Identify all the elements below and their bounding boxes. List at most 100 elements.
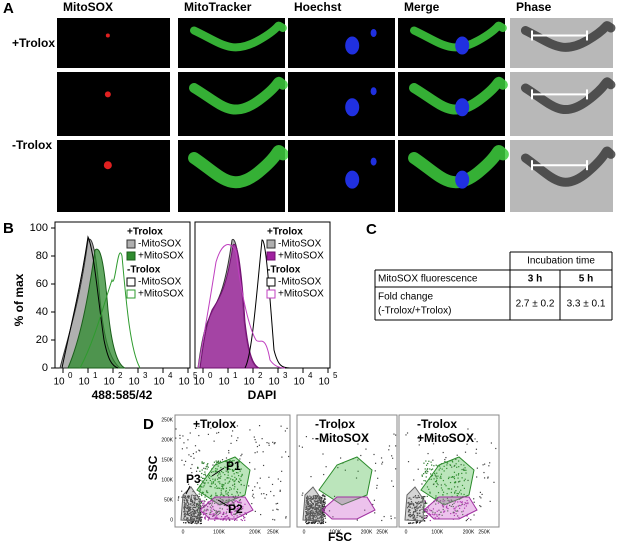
event-dot (436, 515, 438, 517)
event-dot (409, 516, 411, 518)
event-dot (200, 518, 202, 520)
event-dot (208, 477, 211, 479)
event-dot (194, 509, 196, 512)
event-dot (210, 483, 213, 485)
event-dot (214, 487, 216, 489)
table-row-label: (-Trolox/+Trolox) (378, 306, 451, 317)
event-dot (311, 514, 313, 517)
event-dot (194, 522, 196, 524)
event-dot (204, 483, 206, 485)
event-dot (315, 503, 317, 505)
event-dot (190, 512, 192, 514)
event-dot (312, 504, 315, 506)
event-dot (324, 502, 326, 505)
nucleus (345, 98, 360, 117)
event-dot (217, 513, 219, 516)
event-dot (192, 490, 194, 493)
event-dot (312, 507, 314, 509)
event-dot (381, 463, 383, 465)
event-dot (197, 521, 199, 523)
event-dot (307, 498, 309, 500)
event-dot (465, 505, 467, 507)
table-grid (374, 251, 613, 321)
event-dot (202, 500, 204, 502)
event-dot (421, 508, 423, 510)
event-dot (187, 522, 190, 524)
event-dot (235, 500, 237, 502)
event-dot (415, 522, 417, 524)
event-dot (465, 472, 467, 474)
event-dot (183, 513, 185, 515)
event-dot (458, 491, 461, 493)
event-dot (435, 503, 437, 505)
event-dot (211, 481, 213, 483)
event-dot (239, 504, 241, 506)
event-dot (408, 522, 410, 524)
event-dot (313, 512, 315, 515)
event-dot (235, 472, 238, 474)
event-dot (229, 508, 232, 510)
x-tick-exponent: 0 (68, 371, 73, 380)
event-dot (436, 472, 438, 474)
event-dot (233, 483, 236, 486)
event-dot (416, 503, 418, 505)
event-dot (326, 440, 328, 442)
event-dot (395, 468, 397, 470)
event-dot (198, 500, 200, 502)
event-dot (190, 513, 192, 515)
event-dot (455, 510, 457, 512)
event-dot (230, 503, 232, 505)
event-dot (430, 510, 432, 512)
event-dot (204, 517, 206, 519)
event-dot (255, 441, 257, 443)
event-dot (344, 469, 346, 471)
event-dot (418, 496, 421, 499)
event-dot (306, 497, 308, 499)
event-dot (424, 500, 426, 502)
event-dot (224, 479, 226, 481)
event-dot (479, 491, 482, 493)
event-dot (244, 503, 246, 505)
event-dot (220, 518, 222, 521)
event-dot (450, 499, 452, 501)
event-dot (315, 512, 317, 515)
event-dot (210, 509, 212, 511)
event-dot (214, 514, 216, 516)
event-dot (220, 475, 222, 477)
gate (302, 486, 323, 522)
event-dot (224, 504, 226, 506)
event-dot (222, 485, 224, 487)
legend-entry: -MitoSOX (278, 239, 322, 250)
event-dot (357, 470, 359, 472)
event-dot (423, 462, 425, 464)
event-dot (433, 478, 435, 480)
event-dot (322, 506, 325, 508)
event-dot (227, 505, 230, 507)
plot-title: -MitoSOX (315, 431, 369, 445)
event-dot (415, 497, 417, 499)
event-dot (318, 500, 320, 502)
event-dot (224, 501, 226, 503)
event-dot (460, 493, 462, 495)
event-dot (436, 477, 438, 479)
event-dot (466, 500, 468, 502)
event-dot (437, 475, 439, 477)
event-dot (313, 512, 315, 514)
gate (404, 486, 425, 522)
event-dot (216, 515, 218, 517)
event-dot (388, 445, 391, 447)
event-dot (201, 472, 203, 475)
event-dot (219, 473, 221, 475)
event-dot (188, 510, 190, 512)
event-dot (197, 509, 199, 511)
event-dot (322, 500, 325, 502)
event-dot (190, 516, 192, 518)
event-dot (322, 453, 324, 455)
event-dot (435, 495, 437, 497)
event-dot (187, 502, 189, 505)
legend-group: -Trolox (127, 265, 161, 276)
legend-swatch (266, 277, 276, 287)
x-tick-label: 0 (303, 529, 306, 535)
event-dot (256, 445, 259, 448)
event-dot (434, 517, 436, 519)
